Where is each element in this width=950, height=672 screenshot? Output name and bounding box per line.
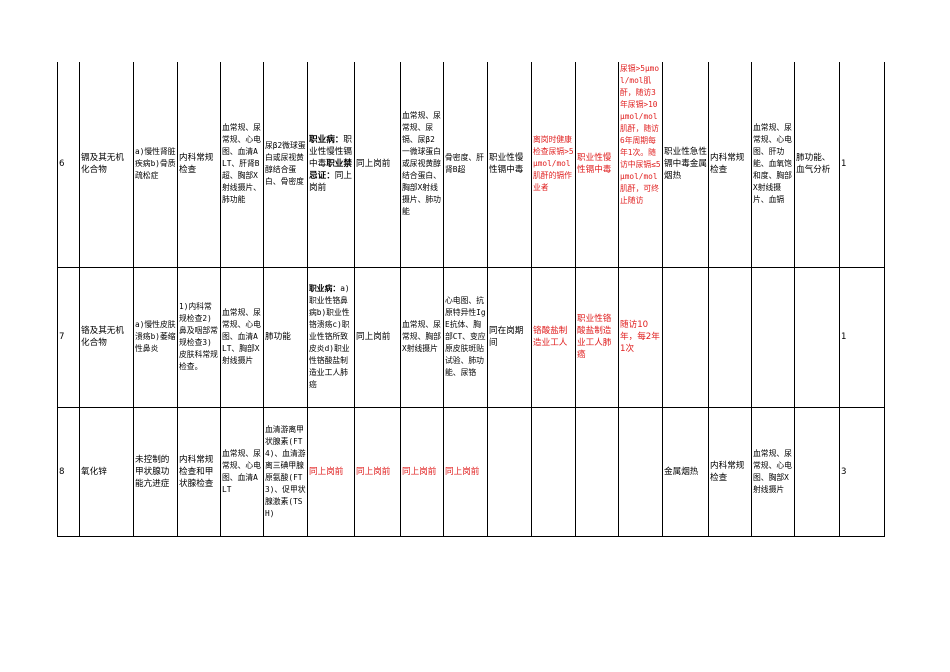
count-cell: 1 [839,62,885,268]
hazard-name: 氧化锌 [79,406,134,537]
emergency-items: 内科常规检查 [708,62,752,268]
emergency-basic-items [751,266,795,408]
health-exam-table-sheet: 6 镉及其无机化合物 a)慢性肾脏疾病b)骨质疏松症 内科常规检查 血常规、尿常… [57,62,885,537]
count-cell: 1 [839,266,885,408]
count-cell: 3 [839,406,885,537]
emergency-disease [662,266,709,408]
on-duty-choice-items: 同上岗前 [443,406,488,537]
row-number: 8 [57,406,80,537]
on-duty-basic-items: 同上岗前 [400,406,444,537]
table-row: 7 铬及其无机化合物 a)慢性皮肤溃疡b)萎缩性鼻炎 1)内科常规检查2)鼻及咽… [57,266,885,408]
on-duty-disease: 同在岗期间 [487,266,532,408]
contraindication-label: 职业病： [309,284,341,293]
contraindication-cell: 同上岗前 [307,406,355,537]
health-exam-table: 6 镉及其无机化合物 a)慢性肾脏疾病b)骨质疏松症 内科常规检查 血常规、尿常… [57,62,885,537]
leave-exam-items: 离岗时健康检查尿镉>5μmol/mol肌酐的镉作业者 [531,62,576,268]
row-number: 6 [57,62,80,268]
emergency-disease: 职业性急性镉中毒金属烟热 [662,62,709,268]
follow-up-cycle: 随访10年，每2年1次 [618,266,663,408]
emergency-basic-items: 血常规、尿常规、心电图、肝功能、血氧饱和度、胸部X射线摄片、血镉 [751,62,795,268]
emergency-choice-items [794,406,840,537]
on-duty-target: 同上岗前 [354,62,401,268]
hazard-name: 铬及其无机化合物 [79,266,134,408]
target-disease: a)慢性肾脏疾病b)骨质疏松症 [133,62,178,268]
leave-exam-items: 铬酸盐制造业工人 [531,266,576,408]
contraindication-label-2: 职业禁忌证： [309,159,352,182]
follow-up-cycle [618,406,663,537]
pre-exam-items: 内科常规检查 [177,62,221,268]
leave-disease [575,406,619,537]
follow-up-cycle: 尿镉>5μmol/mol肌酐，随访3年尿镉>10μmol/mol肌酐，随访6年周… [618,62,663,268]
contraindication-text: 职业性慢性镉中毒 [309,135,352,170]
leave-disease: 职业性铬酸盐制造业工人肺癌 [575,266,619,408]
contraindication-text: 同上岗前 [309,466,344,477]
pre-basic-items: 血常规、尿常规、心电图、血清ALT、胸部X射线摄片 [220,266,264,408]
emergency-items [708,266,752,408]
table-row: 8 氧化锌 未控制的甲状腺功能亢进症 内科常规检查和甲状腺检查 血常规、尿常规、… [57,406,885,537]
pre-exam-items: 1)内科常规检查2)鼻及咽部常规检查3)皮肤科常规检查。 [177,266,221,408]
target-disease: a)慢性皮肤溃疡b)萎缩性鼻炎 [133,266,178,408]
emergency-disease: 金属烟热 [662,406,709,537]
hazard-name: 镉及其无机化合物 [79,62,134,268]
leave-disease: 职业性慢性镉中毒 [575,62,619,268]
contraindication-text-2: 同上岗前 [309,171,352,194]
emergency-basic-items: 血常规、尿常规、心电图、胸部X射线摄片 [751,406,795,537]
on-duty-disease [487,406,532,537]
emergency-choice-items: 肺功能、血气分析 [794,62,840,268]
pre-choice-items: 肺功能 [263,266,308,408]
pre-choice-items: 血清游离甲状腺素(FT4)、血清游离三碘甲腺原氨酸(FT3)、促甲状腺激素(TS… [263,406,308,537]
row-number: 7 [57,266,80,408]
on-duty-target: 同上岗前 [354,406,401,537]
pre-basic-items: 血常规、尿常规、心电图、血清ALT [220,406,264,537]
leave-exam-items [531,406,576,537]
contraindication-cell: 职业病：职业性慢性镉中毒职业禁忌证：同上岗前 [307,62,355,268]
pre-basic-items: 血常规、尿常规、心电图、血清ALT、肝肾B超、胸部X射线摄片、肺功能 [220,62,264,268]
emergency-items: 内科常规检查 [708,406,752,537]
table-row: 6 镉及其无机化合物 a)慢性肾脏疾病b)骨质疏松症 内科常规检查 血常规、尿常… [57,62,885,268]
on-duty-disease: 职业性慢性镉中毒 [487,62,532,268]
contraindication-text: a)职业性铬鼻病b)职业性铬溃疡c)职业性铬所致皮炎d)职业性铬酸盐制造业工人肺… [309,284,350,389]
contraindication-label: 职业病： [309,135,344,146]
pre-choice-items: 尿β2微球蛋白或尿视黄醇结合蛋白、骨密度 [263,62,308,268]
emergency-choice-items [794,266,840,408]
on-duty-basic-items: 血常规、尿常规、胸部X射线摄片 [400,266,444,408]
on-duty-target: 同上岗前 [354,266,401,408]
contraindication-cell: 职业病：a)职业性铬鼻病b)职业性铬溃疡c)职业性铬所致皮炎d)职业性铬酸盐制造… [307,266,355,408]
on-duty-choice-items: 心电图、抗原特异性IgE抗体、胸部CT、变应原皮肤斑贴试验、肺功能、尿铬 [443,266,488,408]
pre-exam-items: 内科常规检查和甲状腺检查 [177,406,221,537]
on-duty-basic-items: 血常规、尿常规、尿镉、尿β2一微球蛋白或尿视黄醇结合蛋白、胸部X射线摄片、肺功能 [400,62,444,268]
target-disease: 未控制的甲状腺功能亢进症 [133,406,178,537]
on-duty-choice-items: 骨密度、肝肾B超 [443,62,488,268]
